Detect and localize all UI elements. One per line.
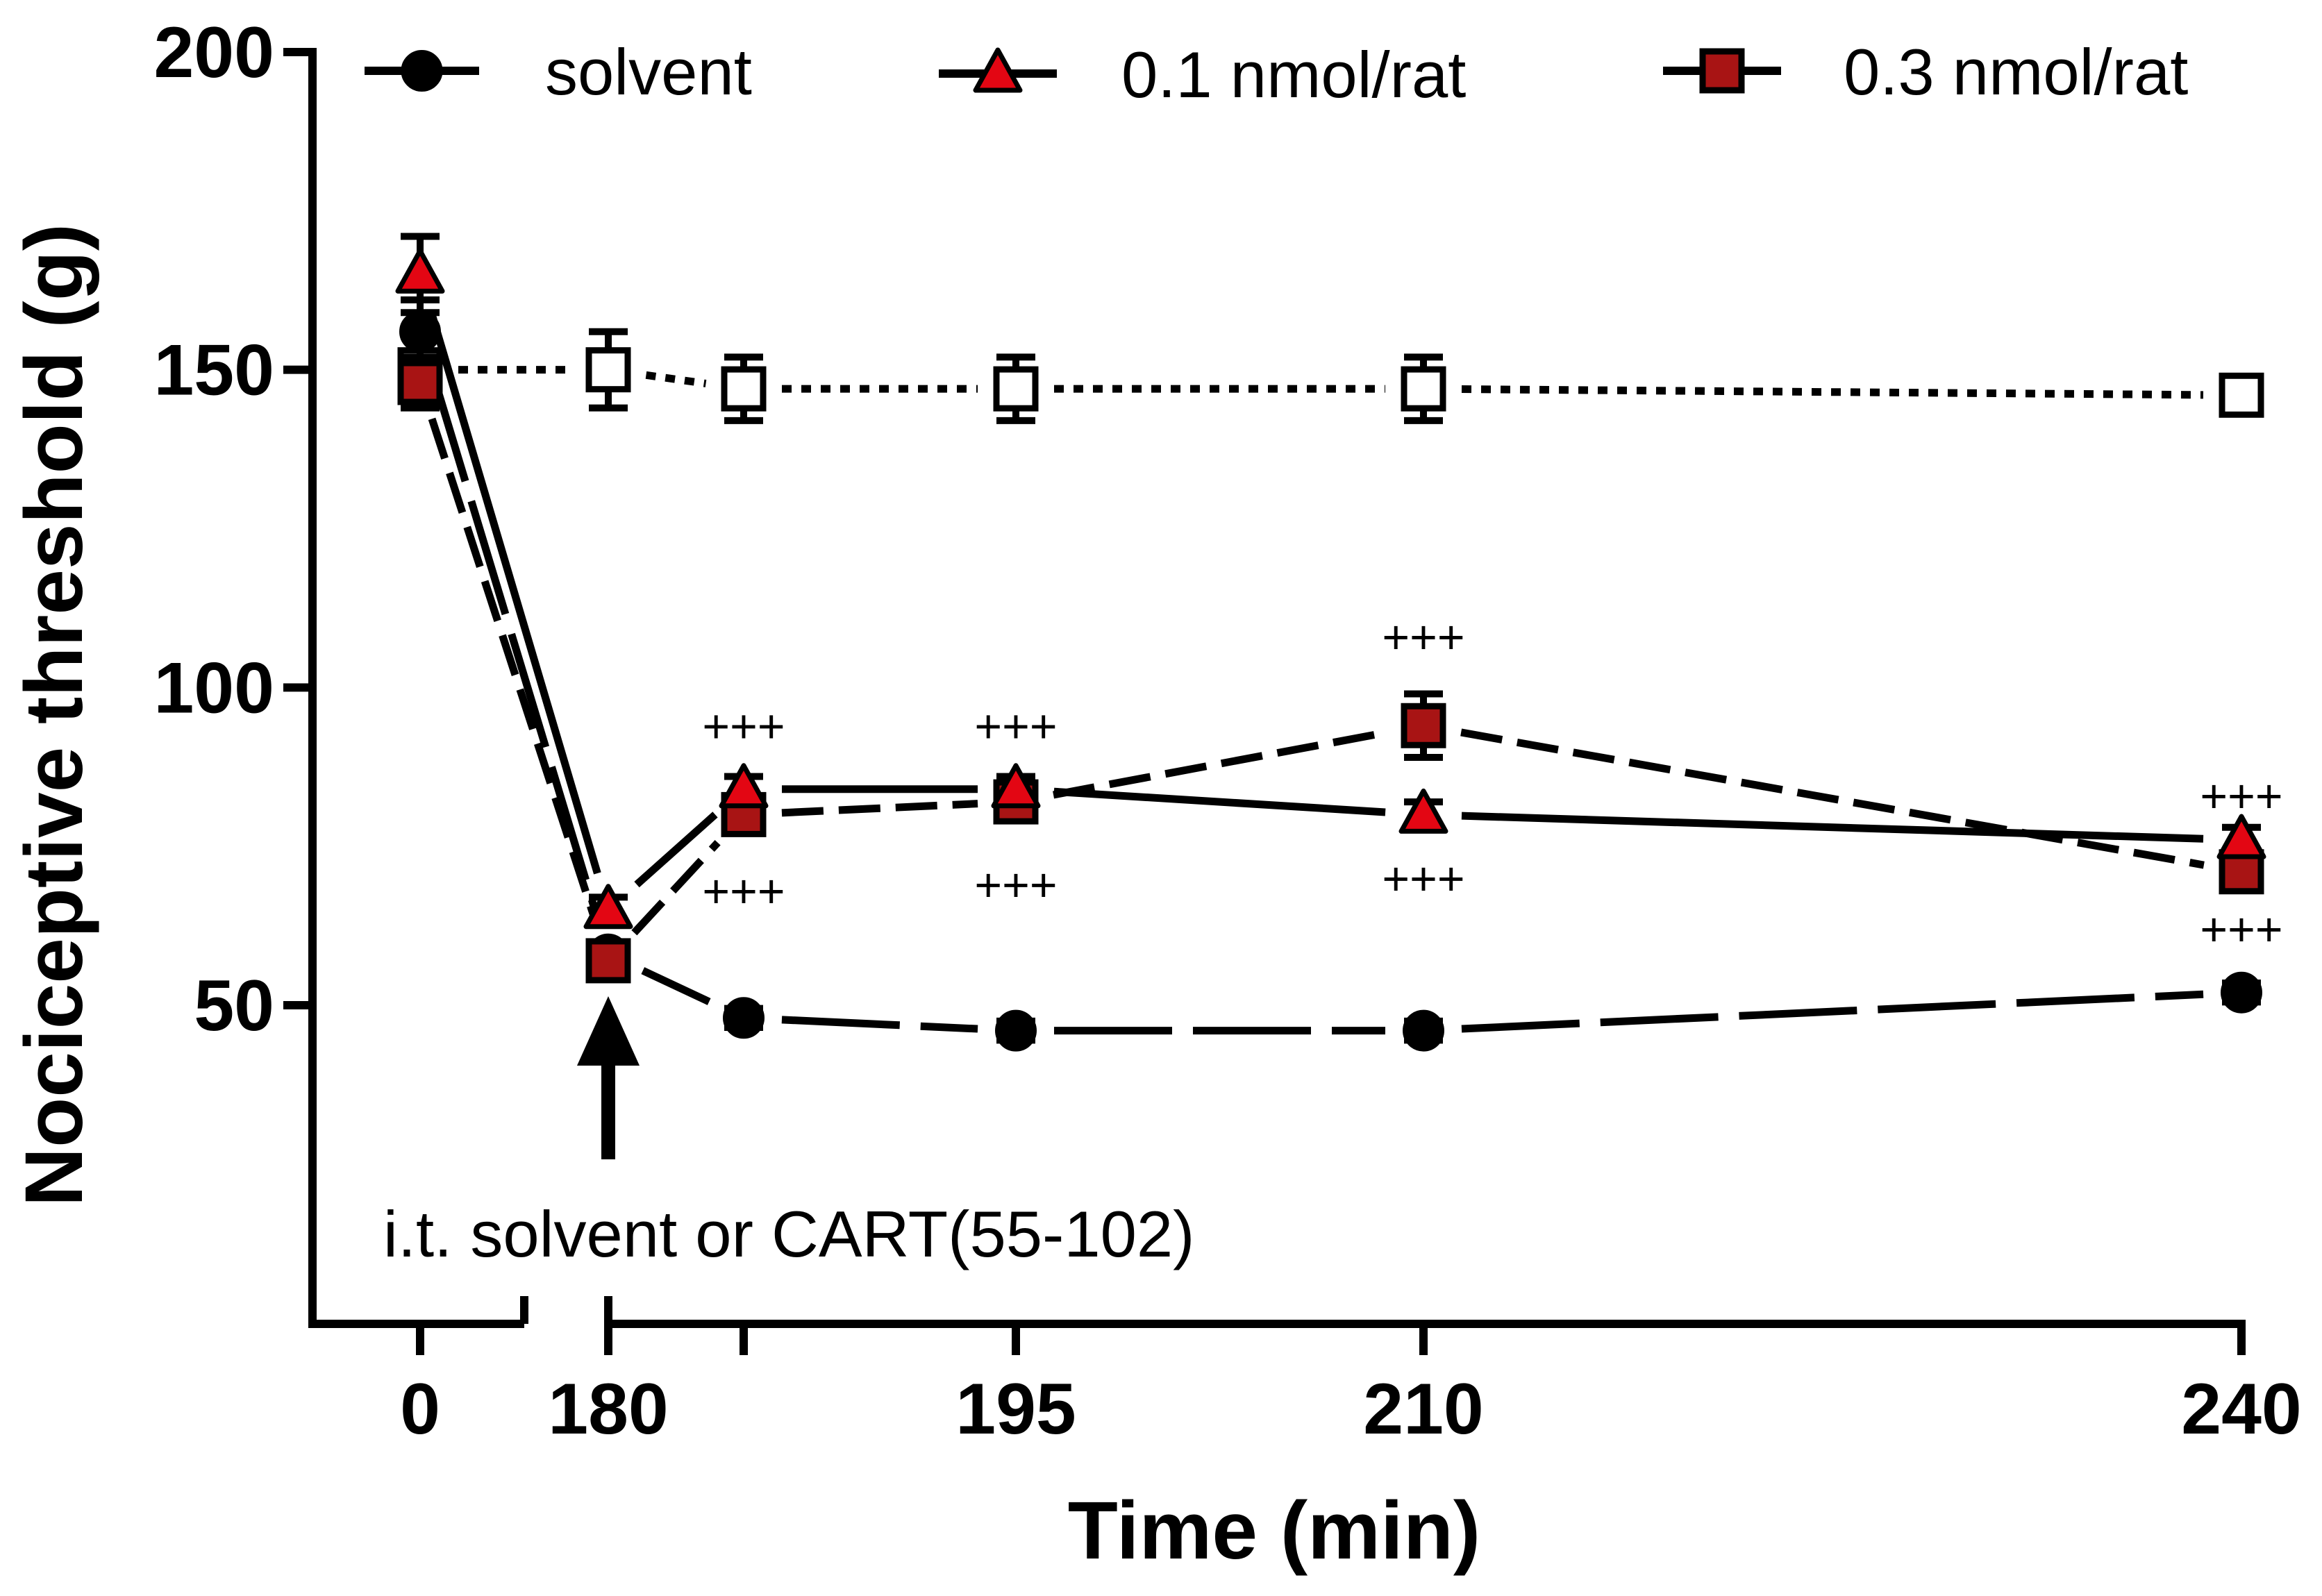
series-0-3-nmol-rat (397, 353, 2264, 984)
data-point (585, 938, 631, 984)
x-axis-title: Time (min) (1068, 1485, 1480, 1577)
data-point (1403, 1009, 1444, 1052)
series-line-segment (1053, 728, 1387, 799)
data-point (991, 763, 1041, 809)
data-point (721, 366, 767, 412)
data-point (995, 1009, 1037, 1052)
x-tick-label: 195 (955, 1369, 1076, 1450)
series-line-segment (428, 417, 601, 926)
legend-marker (1699, 48, 1745, 94)
series-line-segment (634, 812, 718, 888)
series-solvent (399, 296, 2262, 1052)
data-point (583, 884, 633, 930)
series-line-segment (1053, 787, 1386, 816)
y-tick-label: 100 (153, 648, 274, 728)
injection-annotation: i.t. solvent or CART(55-102) (383, 1198, 1194, 1270)
legend-marker (401, 50, 443, 92)
legend-label: 0.1 nmol/rat (1121, 38, 1466, 111)
data-point (397, 360, 443, 405)
injection-arrow (577, 996, 640, 1159)
legend-label: 0.3 nmol/rat (1844, 35, 2188, 108)
legend-marker (973, 47, 1023, 93)
axes: 50 100 150 200 0 180 195 210 240 (153, 12, 2301, 1450)
y-tick-label: 150 (153, 330, 274, 411)
significance-label: +++ (974, 859, 1057, 912)
significance-label: +++ (702, 865, 785, 918)
series-line-segment (631, 840, 721, 936)
y-tick-label: 200 (153, 12, 274, 93)
series-line-segment (1461, 990, 2204, 1033)
series-line-segment (781, 800, 978, 817)
series-0-1-nmol-rat (395, 233, 2266, 930)
x-tick-label: 210 (1363, 1369, 1484, 1450)
series-line-segment (781, 1016, 978, 1033)
series-line-segment (1460, 728, 2205, 869)
significance-label: +++ (974, 700, 1057, 753)
data-point (585, 347, 631, 393)
series-basal-open-squares- (397, 328, 2264, 424)
x-tick-label: 180 (548, 1369, 669, 1450)
series-line-segment (1461, 385, 2204, 399)
legend: solvent 0.1 nmol/rat 0.3 nmol/rat (365, 35, 2188, 111)
data-point (993, 366, 1039, 412)
series-line-segment (641, 967, 711, 1005)
legend-item: solvent (365, 35, 752, 108)
series-line-segment (645, 371, 707, 387)
legend-item: 0.3 nmol/rat (1663, 35, 2188, 108)
significance-label: +++ (702, 700, 785, 753)
data-point (723, 997, 765, 1039)
x-tick-label: 0 (400, 1369, 440, 1450)
data-point (1398, 788, 1448, 834)
series-layer: +++ +++ +++ +++ +++ +++ +++ +++ (395, 233, 2283, 1052)
significance-label: +++ (2200, 903, 2282, 956)
y-tick-label: 50 (194, 966, 274, 1046)
significance-label: +++ (1382, 611, 1464, 664)
y-axis-title: Nociceptive threshold (g) (8, 224, 100, 1207)
series-line-segment (427, 310, 601, 875)
x-tick-label: 240 (2181, 1369, 2302, 1450)
legend-label: solvent (545, 35, 752, 108)
data-point (2216, 814, 2266, 859)
legend-item: 0.1 nmol/rat (939, 38, 1466, 111)
data-point (1401, 703, 1446, 748)
data-point (1401, 366, 1446, 412)
data-point (719, 763, 769, 809)
data-point (2219, 372, 2264, 418)
series-line-segment (427, 367, 601, 919)
series-line-segment (1461, 812, 2204, 843)
data-point (395, 248, 445, 294)
data-point (2221, 971, 2262, 1014)
significance-label: +++ (1382, 852, 1464, 905)
significance-label: +++ (2200, 770, 2282, 823)
